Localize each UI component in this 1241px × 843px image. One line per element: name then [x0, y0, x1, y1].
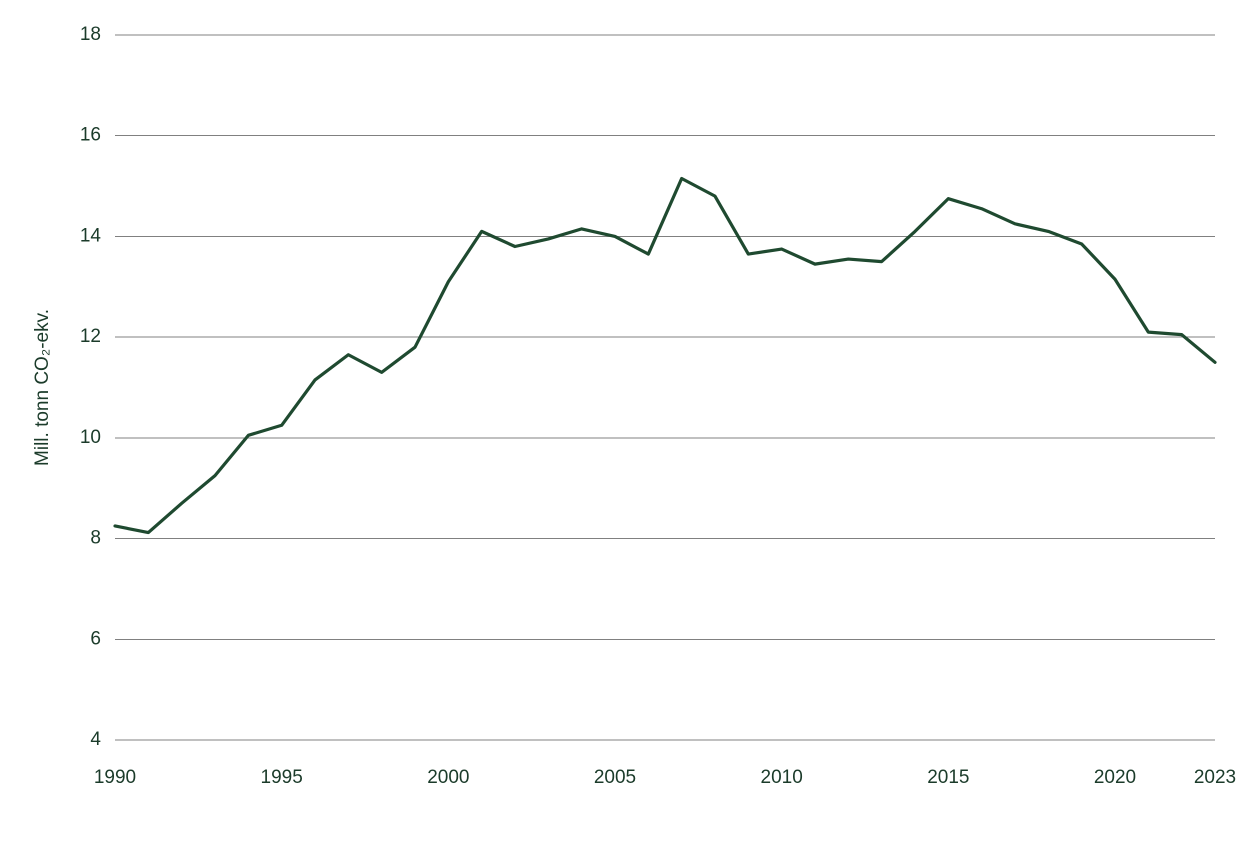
- x-tick-label: 1995: [261, 767, 303, 788]
- x-tick-label: 1990: [94, 767, 136, 788]
- y-tick-label: 10: [80, 427, 101, 448]
- x-tick-label: 2000: [427, 767, 469, 788]
- y-tick-label: 18: [80, 24, 101, 45]
- y-tick-label: 4: [90, 729, 101, 750]
- x-tick-label: 2005: [594, 767, 636, 788]
- chart-background: [0, 0, 1241, 843]
- y-tick-label: 8: [90, 528, 101, 549]
- y-tick-label: 6: [90, 628, 101, 649]
- y-tick-label: 14: [80, 225, 102, 246]
- x-tick-label: 2015: [927, 767, 969, 788]
- line-chart: 4 6 8 10 12 14 16 18 1990 1995 2000 2005 2010 2015 202…: [0, 0, 1241, 843]
- x-tick-label: 2020: [1094, 767, 1136, 788]
- x-tick-label: 2023: [1194, 767, 1236, 788]
- x-tick-label: 2010: [761, 767, 803, 788]
- y-tick-label: 16: [80, 125, 101, 146]
- y-axis-label: Mill. tonn CO₂-ekv.: [32, 309, 53, 466]
- y-tick-label: 12: [80, 326, 101, 347]
- chart-svg: 4 6 8 10 12 14 16 18 1990 1995 2000 2005 2010 2015 202…: [0, 0, 1241, 843]
